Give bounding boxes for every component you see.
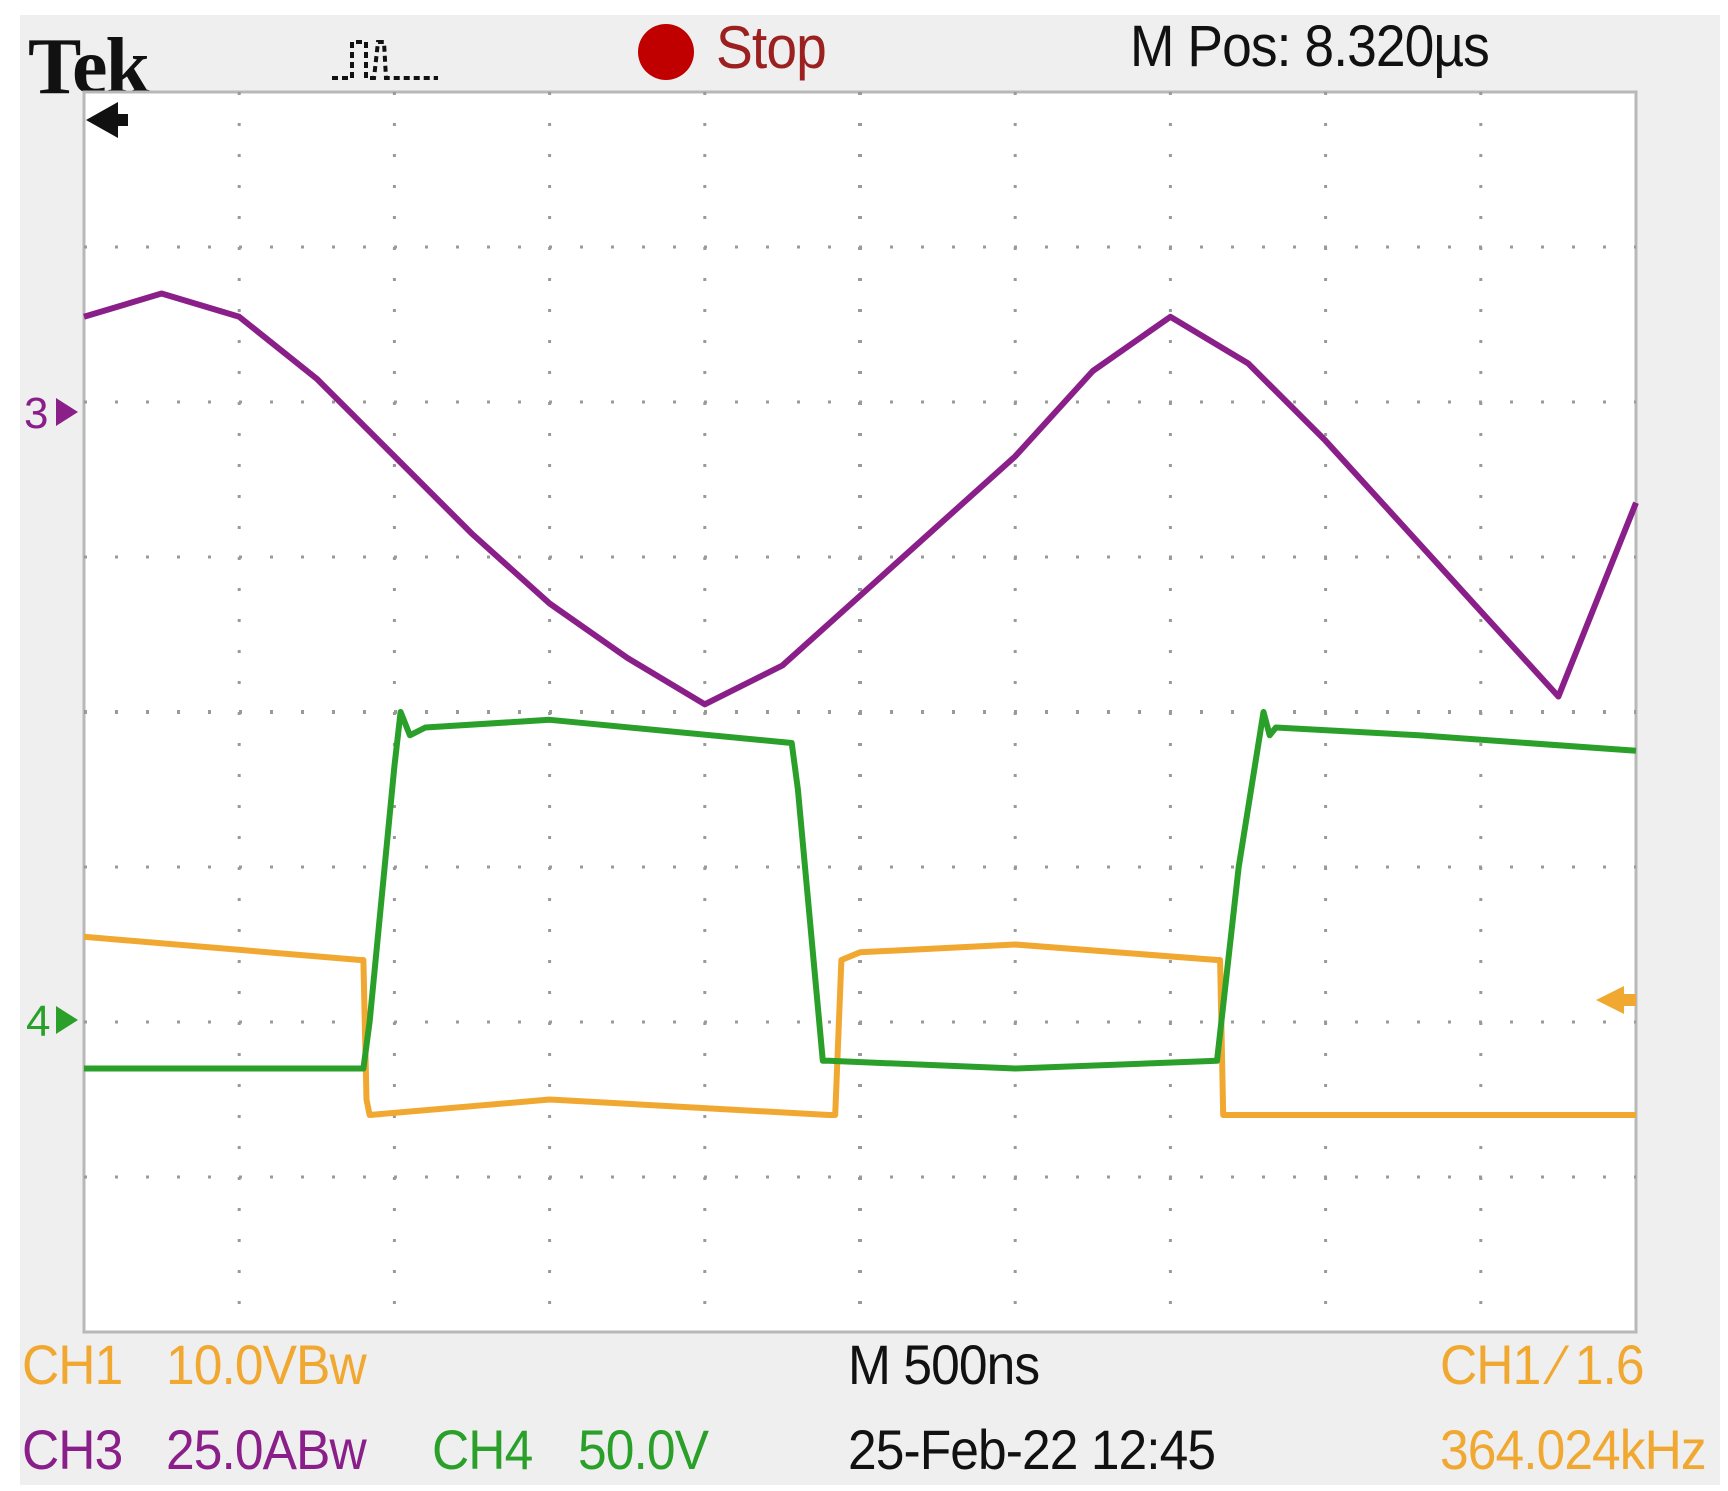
ch4-scale-readout: 50.0V: [578, 1418, 709, 1481]
ch3-trace: [83, 290, 1639, 708]
readout-markers: 3 4: [24, 102, 1636, 1046]
left-pointer-icon: [1596, 986, 1636, 1014]
timebase-readout: M 500ns: [848, 1333, 1040, 1396]
ch4-marker-arrow-icon: [56, 1006, 78, 1034]
ch1-label: CH1: [22, 1333, 123, 1396]
run-state-indicator: [638, 24, 694, 80]
ch4-trace: [84, 709, 1637, 1072]
run-state-label: Stop: [716, 14, 827, 81]
pulse-waveform-icon: [332, 40, 438, 80]
trigger-readout: CH1 ∕ 1.6: [1440, 1333, 1645, 1396]
ch3-ground-marker: 3: [24, 389, 48, 438]
left-arrow-icon: [86, 102, 128, 138]
horizontal-position-readout: M Pos: 8.320µs: [1130, 14, 1490, 79]
graticule-grid: [84, 92, 1636, 1332]
waveform-traces: [83, 290, 1639, 1118]
ch3-scale-readout: 25.0ABw: [166, 1418, 367, 1481]
ch4-ground-marker: 4: [26, 997, 50, 1046]
frequency-readout: 364.024kHz: [1440, 1418, 1707, 1481]
ch3-marker-arrow-icon: [56, 398, 78, 426]
date-time-readout: 25-Feb-22 12:45: [848, 1418, 1216, 1481]
ch1-scale-readout: 10.0VBw: [166, 1333, 367, 1396]
ch3-label: CH3: [22, 1418, 123, 1481]
ch4-label: CH4: [432, 1418, 533, 1481]
